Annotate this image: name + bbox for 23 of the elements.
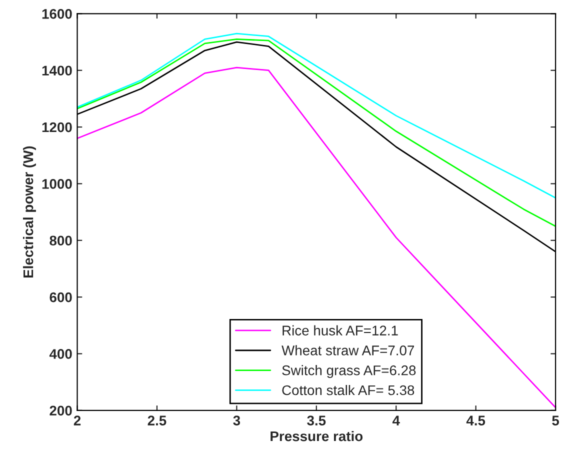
x-tick-label: 5 xyxy=(552,416,560,426)
y-tick-label: 400 xyxy=(49,349,72,359)
y-tick-label: 1000 xyxy=(42,179,72,189)
x-tick-label: 4.5 xyxy=(466,416,486,426)
x-tick-label: 2.5 xyxy=(148,416,166,426)
legend-label: Switch grass AF=6.28 xyxy=(282,365,416,378)
y-tick-label: 1400 xyxy=(42,66,72,76)
y-tick-label: 1600 xyxy=(42,9,72,19)
line-series xyxy=(77,66,556,408)
x-tick-label: 4 xyxy=(392,416,400,426)
x-tick-label: 2 xyxy=(74,416,81,426)
x-axis-title: Pressure ratio xyxy=(270,430,363,442)
line-series xyxy=(77,32,556,199)
y-tick-label: 800 xyxy=(50,236,72,246)
legend-label: Wheat straw AF=7.07 xyxy=(282,345,414,356)
legend-label: Rice husk AF=12.1 xyxy=(282,325,398,336)
x-tick-label: 3.5 xyxy=(307,416,326,426)
y-tick-label: 1200 xyxy=(42,122,72,132)
x-tick-label: 3 xyxy=(233,416,240,426)
y-tick-label: 600 xyxy=(50,292,72,302)
y-axis-title: Electrical power (W) xyxy=(23,146,36,278)
y-tick-label: 200 xyxy=(50,406,72,416)
legend-label: Cotton stalk AF= 5.38 xyxy=(282,384,414,396)
